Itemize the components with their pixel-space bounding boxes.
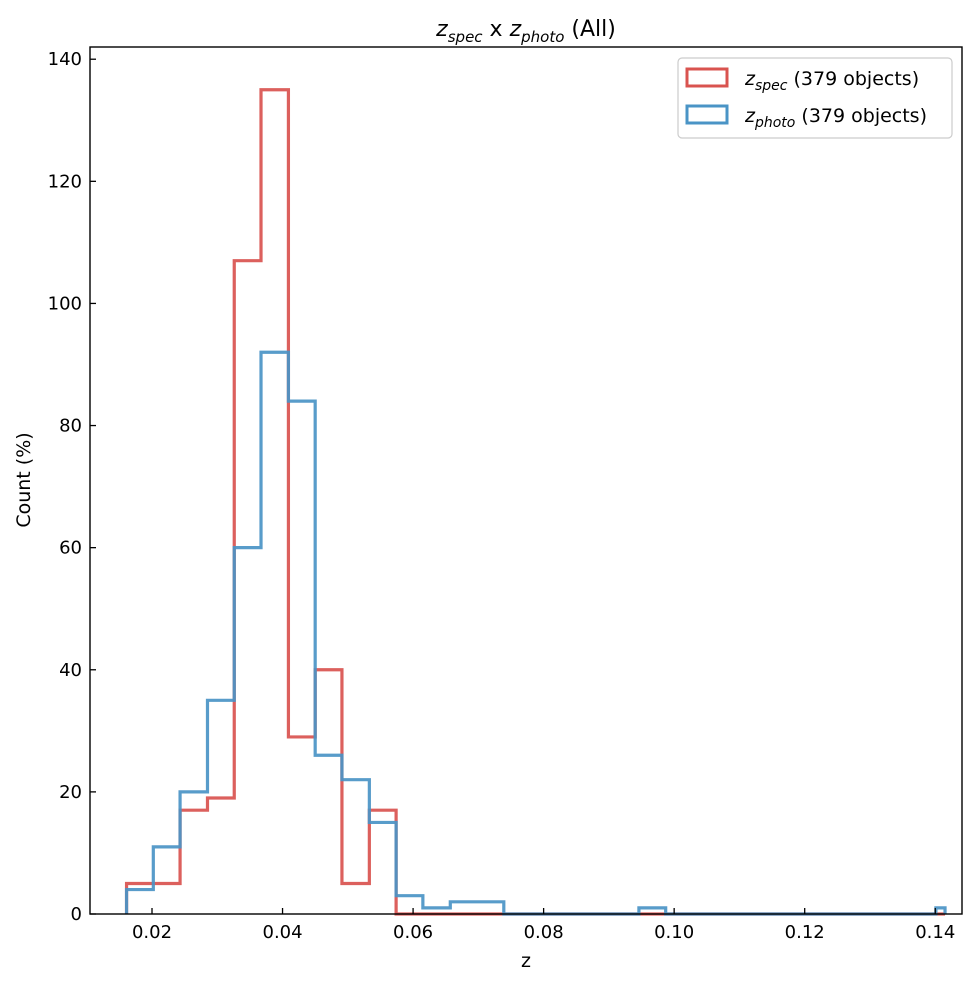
bar-photo-11 <box>423 908 450 914</box>
y-tick-label: 0 <box>71 904 82 925</box>
y-tick-label: 80 <box>59 416 82 437</box>
y-tick-label: 40 <box>59 660 82 681</box>
x-tick-label: 0.14 <box>915 922 955 943</box>
bar-photo-4 <box>234 548 261 914</box>
y-tick-label: 20 <box>59 782 82 803</box>
bar-photo-0 <box>127 890 154 914</box>
legend-label-spec: zspec (379 objects) <box>744 68 919 94</box>
x-tick-label: 0.06 <box>393 922 433 943</box>
bar-photo-1 <box>153 847 180 914</box>
y-tick-label: 100 <box>48 293 82 314</box>
bar-photo-30 <box>936 908 945 914</box>
x-tick-label: 0.04 <box>263 922 303 943</box>
legend-label-photo: zphoto (379 objects) <box>744 105 927 131</box>
bar-photo-3 <box>207 700 234 914</box>
bar-photo-8 <box>342 780 369 914</box>
bar-photo-10 <box>396 896 423 914</box>
x-axis-label: z <box>521 950 531 972</box>
bar-photo-12 <box>450 902 477 914</box>
plot-area <box>124 88 947 916</box>
y-axis-label: Count (%) <box>13 432 35 527</box>
y-tick-label: 120 <box>48 171 82 192</box>
bar-photo-5 <box>261 352 288 914</box>
tick-layer: 0.02 0.04 0.06 0.08 0.10 0.12 0.14 0 20 40 60 80 100… <box>48 49 956 943</box>
bar-photo-9 <box>369 822 396 914</box>
x-tick-label: 0.02 <box>132 922 172 943</box>
bar-photo-13 <box>477 902 504 914</box>
x-tick-label: 0.08 <box>524 922 564 943</box>
x-tick-label: 0.10 <box>654 922 694 943</box>
legend-swatch-spec <box>685 67 729 88</box>
axes-frame <box>89 46 963 915</box>
bar-photo-2 <box>180 792 207 914</box>
legend-box <box>677 57 953 139</box>
legend-swatch-photo <box>685 104 729 125</box>
legend: zspec (379 objects) zphoto (379 objects) <box>677 57 953 139</box>
chart-title: zspec x zphoto (All) <box>435 17 616 46</box>
bar-photo-7 <box>315 755 342 914</box>
y-tick-label: 140 <box>48 49 82 70</box>
bar-photo-6 <box>288 401 315 914</box>
x-tick-label: 0.12 <box>785 922 825 943</box>
y-tick-label: 60 <box>59 538 82 559</box>
bar-photo-19 <box>639 908 666 914</box>
